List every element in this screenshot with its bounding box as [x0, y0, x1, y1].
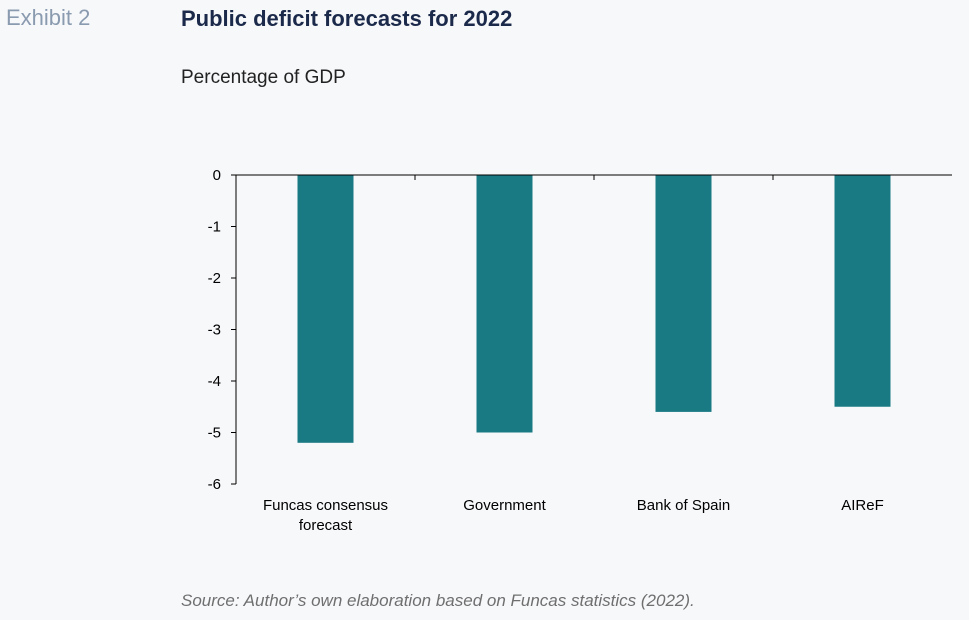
chart-title: Public deficit forecasts for 2022	[181, 6, 513, 31]
x-tick-label: Government	[463, 497, 546, 514]
bar-chart: 0 -1 -2 -3 -4 -5 -6 Funcas consensus forecast Gov…	[208, 167, 952, 534]
y-tick-label: -5	[208, 425, 221, 442]
bar	[655, 175, 712, 412]
y-tick-label: -1	[208, 219, 221, 236]
source-note: Source: Author’s own elaboration based o…	[181, 591, 695, 610]
x-tick-label: Bank of Spain	[637, 497, 730, 514]
y-tick-label: 0	[213, 167, 221, 184]
bar	[476, 175, 533, 433]
y-tick-label: -2	[208, 270, 221, 287]
x-tick-label: Funcas consensus forecast	[263, 497, 388, 534]
y-tick-label: -6	[208, 476, 221, 493]
y-tick-label: -4	[208, 373, 221, 390]
chart-subtitle: Percentage of GDP	[181, 67, 346, 88]
y-tick-label: -3	[208, 322, 221, 339]
exhibit-label: Exhibit 2	[6, 5, 91, 30]
x-tick-label: AIReF	[841, 497, 884, 514]
bar	[834, 175, 891, 407]
bar	[297, 175, 354, 443]
